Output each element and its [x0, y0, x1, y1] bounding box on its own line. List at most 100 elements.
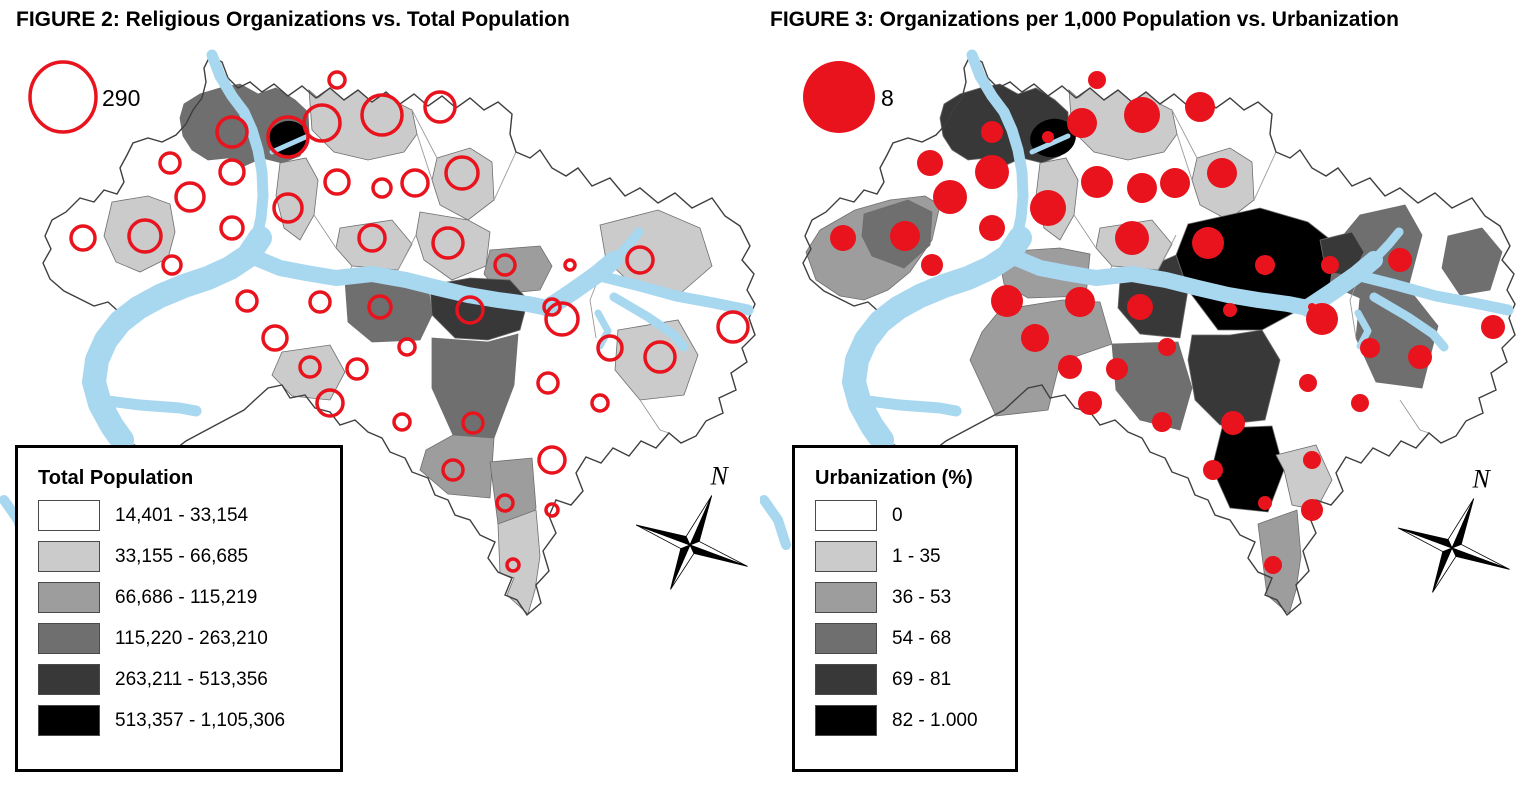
- organization-circle: [1207, 158, 1237, 188]
- legend-class-label: 66,686 - 115,219: [115, 586, 258, 608]
- organization-circle: [917, 150, 943, 176]
- organization-circle: [431, 226, 465, 260]
- figure2-panel: N FIGURE 2: Religious Organizations vs. …: [0, 8, 756, 772]
- organization-circle: [933, 180, 967, 214]
- legend-row: 115,220 - 263,210: [38, 623, 340, 654]
- organization-circle: [563, 258, 577, 272]
- organization-circle: [266, 115, 310, 159]
- organization-circle: [371, 177, 393, 199]
- compass-point-dark: [1398, 527, 1453, 549]
- organization-circle: [1152, 412, 1172, 432]
- legend-row: 69 - 81: [815, 664, 1015, 695]
- river: [1299, 251, 1383, 317]
- organization-circle: [493, 253, 517, 277]
- legend-swatch: [815, 664, 877, 695]
- figure2-title: FIGURE 2: Religious Organizations vs. To…: [16, 8, 570, 31]
- legend-row: 14,401 - 33,154: [38, 500, 340, 531]
- organization-circle: [505, 557, 521, 573]
- river: [269, 133, 311, 155]
- organization-circle: [158, 151, 182, 175]
- organization-circle: [991, 285, 1023, 317]
- river: [609, 227, 644, 265]
- organization-circle: [625, 245, 655, 275]
- river: [609, 292, 689, 352]
- legend-class-label: 0: [892, 504, 903, 526]
- organization-circle: [1042, 131, 1054, 143]
- compass-point-dark: [1432, 547, 1453, 593]
- river: [1008, 250, 1316, 316]
- organization-circle: [161, 254, 183, 276]
- district-border: [1176, 133, 1193, 181]
- organization-circle: [1321, 256, 1339, 274]
- river: [590, 269, 754, 316]
- figure2-legend-title: Total Population: [38, 467, 194, 489]
- district-patch: [1187, 329, 1281, 426]
- organization-circle: [975, 155, 1009, 189]
- organization-circle: [1258, 496, 1272, 510]
- organization-circle: [1223, 303, 1237, 317]
- figure2-symbol-legend-value: 290: [102, 85, 141, 111]
- legend-class-label: 54 - 68: [892, 627, 952, 649]
- organization-circle: [461, 411, 485, 435]
- organization-circle: [444, 155, 480, 191]
- organization-circle: [308, 290, 332, 314]
- legend-row: 54 - 68: [815, 623, 1015, 654]
- legend-class-label: 69 - 81: [892, 668, 952, 690]
- organization-circle: [397, 337, 417, 357]
- river: [248, 250, 556, 316]
- legend-swatch: [815, 541, 877, 572]
- river: [966, 49, 1029, 242]
- organization-circle: [261, 324, 289, 352]
- river: [594, 309, 612, 350]
- organization-circle: [890, 221, 920, 251]
- district-patch: [1441, 227, 1503, 296]
- compass-north-label: N: [1472, 464, 1492, 493]
- legend-row: 36 - 53: [815, 582, 1015, 613]
- figure3-panel: N FIGURE 3: Organizations per 1,000 Popu…: [760, 0, 1520, 787]
- organization-circle: [345, 357, 369, 381]
- compass-north-label: N: [710, 461, 730, 490]
- organization-circle: [69, 224, 97, 252]
- organization-circle: [1158, 338, 1176, 356]
- organization-circle: [921, 254, 943, 276]
- legend-swatch: [815, 705, 877, 736]
- legend-swatch: [38, 582, 100, 613]
- legend-row: 66,686 - 115,219: [38, 582, 340, 613]
- district-border: [1157, 234, 1177, 271]
- legend-class-label: 36 - 53: [892, 586, 952, 608]
- organization-circle: [1481, 315, 1505, 339]
- organization-circle: [1351, 394, 1369, 412]
- district-border: [416, 133, 433, 181]
- river: [1369, 227, 1404, 265]
- legend-swatch: [38, 705, 100, 736]
- organization-circle: [1185, 92, 1215, 122]
- organization-circle: [315, 388, 345, 418]
- legend-swatch: [38, 500, 100, 531]
- organization-circle: [830, 225, 856, 251]
- organization-circle: [495, 493, 515, 513]
- legend-class-label: 513,357 - 1,105,306: [115, 709, 286, 731]
- organization-circle: [1081, 166, 1113, 198]
- organization-circle: [235, 289, 259, 313]
- legend-class-label: 14,401 - 33,154: [115, 504, 249, 526]
- legend-class-label: 115,220 - 263,210: [115, 627, 268, 649]
- organization-circle: [174, 181, 206, 213]
- district-patch: [271, 344, 346, 401]
- organization-circle: [1067, 108, 1097, 138]
- figure2-legend-box: Total Population 14,401 - 33,154 33,155 -…: [15, 445, 343, 772]
- organization-circle: [1408, 345, 1432, 369]
- river: [206, 49, 269, 242]
- organization-circle: [1115, 221, 1149, 255]
- legend-class-label: 1 - 35: [892, 545, 941, 567]
- organization-circle: [1303, 451, 1321, 469]
- river: [1029, 133, 1071, 155]
- river: [539, 251, 623, 317]
- organization-circle: [544, 502, 560, 518]
- compass-point-dark: [1451, 547, 1510, 570]
- district-border: [313, 214, 337, 249]
- organization-circle: [1078, 391, 1102, 415]
- organization-circle: [979, 215, 1005, 241]
- legend-row: 82 - 1.000: [815, 705, 1015, 736]
- organization-circle: [215, 115, 249, 149]
- organization-circle: [1388, 248, 1412, 272]
